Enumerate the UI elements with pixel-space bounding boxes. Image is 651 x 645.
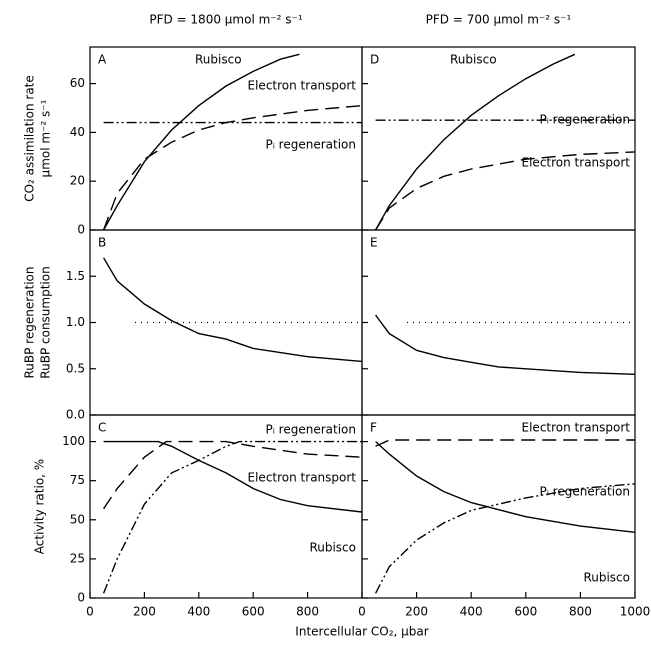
y-tick-label: 0 [77,591,85,605]
series-label: Rubisco [583,571,630,585]
series-label: Electron transport [522,156,631,170]
x-axis-label: Intercellular CO₂, μbar [295,625,428,639]
line-series [103,440,363,510]
y-tick-label: 0 [77,223,85,237]
panel-frame [361,414,636,599]
y-axis-label: RuBP regeneration [23,266,37,378]
y-tick-label: 40 [70,125,85,139]
panel-letter: A [98,53,107,67]
x-tick-label: 200 [405,605,428,619]
line-series [375,314,636,375]
x-tick-label: 400 [187,605,210,619]
panel-frame [89,414,363,599]
line-series [102,257,363,363]
x-tick-label: 600 [242,605,265,619]
series-label: Pᵢ regeneration [539,113,630,127]
series-label: Rubisco [450,53,497,67]
x-tick-label: 400 [460,605,483,619]
x-tick-label: 0 [86,605,94,619]
x-tick-label: 800 [296,605,319,619]
panel-frame [361,229,636,416]
y-tick-label: 0.5 [66,361,85,375]
y-tick-label: 20 [70,174,85,188]
y-axis-label: CO₂ assimilation rate [23,75,37,202]
panel-letter: F [370,421,377,435]
panel-letter: E [370,236,378,250]
y-tick-label: 1.0 [66,315,85,329]
line-series [375,441,636,533]
series-label: Rubisco [195,53,242,67]
series-label: Pᵢ regeneration [265,138,356,152]
series-label: Rubisco [309,541,356,555]
y-tick-label: 100 [62,434,85,448]
line-series [374,483,636,594]
series-label: Pᵢ regeneration [539,485,630,499]
series-label: Electron transport [248,79,357,93]
y-axis-label: RuBP consumption [39,266,53,378]
x-tick-label: 0 [358,605,366,619]
line-series [374,53,576,231]
panel-frame [361,46,636,231]
line-series [102,440,362,594]
series-label: Electron transport [522,421,631,435]
y-tick-label: 0.0 [66,408,85,422]
y-tick-label: 1.5 [66,269,85,283]
x-tick-label: 800 [569,605,592,619]
panel-title: PFD = 700 μmol m⁻² s⁻¹ [426,13,572,27]
series-label: Electron transport [248,471,357,485]
y-tick-label: 75 [70,473,85,487]
line-series [103,440,363,513]
series-label: Pᵢ regeneration [265,423,356,437]
y-tick-label: 25 [70,551,85,565]
y-axis-label: μmol m⁻² s⁻¹ [39,99,53,177]
line-series [375,151,636,231]
x-tick-label: 200 [133,605,156,619]
panel-letter: D [370,53,379,67]
y-axis-label: Activity ratio, % [33,459,47,554]
panel-title: PFD = 1800 μmol m⁻² s⁻¹ [149,13,302,27]
y-tick-label: 60 [70,76,85,90]
x-tick-label: 600 [514,605,537,619]
panel-letter: B [98,236,106,250]
line-series [102,53,300,231]
x-tick-label: 1000 [620,605,651,619]
line-series [375,439,635,447]
line-series [102,104,363,231]
panel-letter: C [98,421,106,435]
y-tick-label: 50 [70,512,85,526]
